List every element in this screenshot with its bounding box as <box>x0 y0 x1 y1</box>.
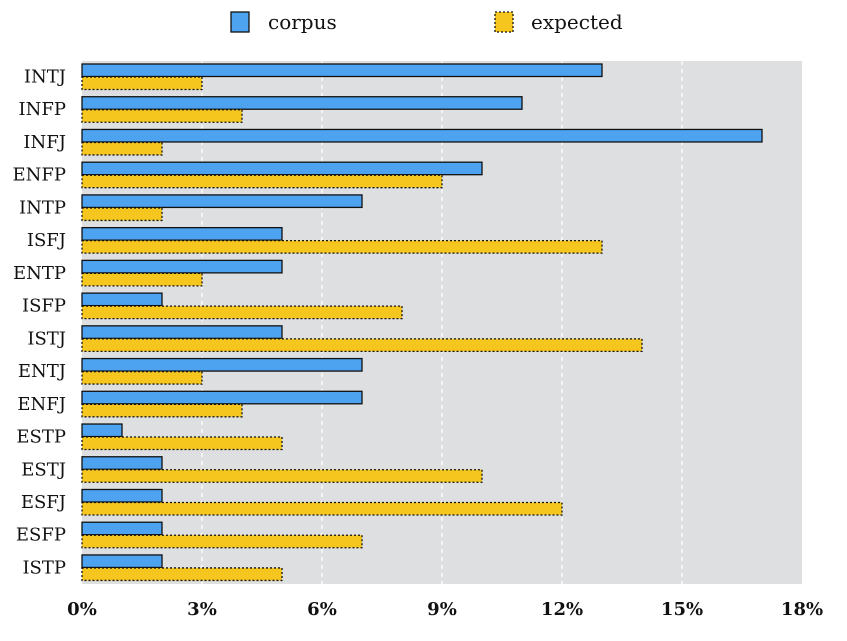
category-label-infp: INFP <box>19 99 66 120</box>
category-label-estj: ESTJ <box>21 459 66 480</box>
bar-corpus-esfj <box>81 488 163 503</box>
bar-expected-isfj <box>81 239 603 254</box>
bar-expected-esfj <box>81 501 563 516</box>
category-label-enfj: ENFJ <box>17 394 66 415</box>
x-tick-label-6: 18% <box>781 599 823 620</box>
bar-expected-istp <box>81 567 283 582</box>
bar-expected-estj <box>81 469 483 483</box>
legend-swatch-expected <box>494 11 514 33</box>
bar-expected-enfj <box>81 403 243 418</box>
bar-corpus-intj <box>81 63 603 78</box>
x-tick-label-1: 3% <box>187 599 217 620</box>
category-label-isfj: ISFJ <box>27 230 66 251</box>
category-label-infj: INFJ <box>23 132 66 153</box>
bar-expected-estp <box>81 436 283 451</box>
category-label-estp: ESTP <box>16 427 66 448</box>
bar-expected-intp <box>81 207 163 222</box>
category-label-esfp: ESFP <box>16 525 66 546</box>
bar-corpus-isfp <box>81 292 163 307</box>
bar-corpus-entp <box>81 259 283 274</box>
category-label-intp: INTP <box>19 197 66 218</box>
bar-expected-entj <box>81 370 203 385</box>
category-label-istp: ISTP <box>22 557 66 578</box>
category-label-istj: ISTJ <box>27 328 66 349</box>
bar-corpus-infj <box>81 128 763 143</box>
legend-label-expected: expected <box>531 10 623 34</box>
x-tick-labels: 0% 3% 6% 9% 12% 15% 18% <box>67 599 823 620</box>
bar-corpus-estp <box>81 423 123 438</box>
x-tick-label-3: 9% <box>427 599 457 620</box>
bar-corpus-istj <box>81 325 283 339</box>
bar-corpus-entj <box>81 357 363 372</box>
category-labels: INTJ INFP INFJ ENFP INTP ISFJ ENTP ISFP ISTJ ENTJ… <box>13 67 67 579</box>
bar-expected-infp <box>81 109 243 123</box>
legend-swatch-corpus <box>230 11 250 33</box>
category-label-intj: INTJ <box>24 67 66 88</box>
category-label-isfp: ISFP <box>22 296 66 317</box>
bar-corpus-esfp <box>81 521 163 536</box>
bar-expected-isfp <box>81 305 403 320</box>
category-label-entj: ENTJ <box>18 361 66 382</box>
grid-lines <box>201 61 683 584</box>
bar-expected-istj <box>81 338 643 352</box>
bar-expected-intj <box>81 76 203 91</box>
category-label-entp: ENTP <box>13 263 66 284</box>
bar-corpus-intp <box>81 194 363 209</box>
bar-expected-esfp <box>81 534 363 549</box>
bar-corpus-estj <box>81 456 163 470</box>
x-tick-label-5: 15% <box>661 599 703 620</box>
bar-corpus-enfp <box>81 161 483 176</box>
bar-corpus-infp <box>81 96 523 110</box>
bar-corpus-isfj <box>81 226 283 241</box>
bar-corpus-enfj <box>81 390 363 405</box>
bar-corpus-istp <box>81 554 163 569</box>
bars <box>81 63 763 582</box>
x-tick-label-2: 6% <box>307 599 337 620</box>
x-tick-label-4: 12% <box>541 599 583 620</box>
category-label-enfp: ENFP <box>13 165 67 186</box>
legend-label-corpus: corpus <box>268 10 337 34</box>
legend: corpus expected <box>230 10 623 34</box>
bar-expected-entp <box>81 272 203 287</box>
bar-expected-enfp <box>81 174 443 189</box>
bar-expected-infj <box>81 141 163 156</box>
category-label-esfj: ESFJ <box>21 492 66 513</box>
x-tick-label-0: 0% <box>67 599 97 620</box>
